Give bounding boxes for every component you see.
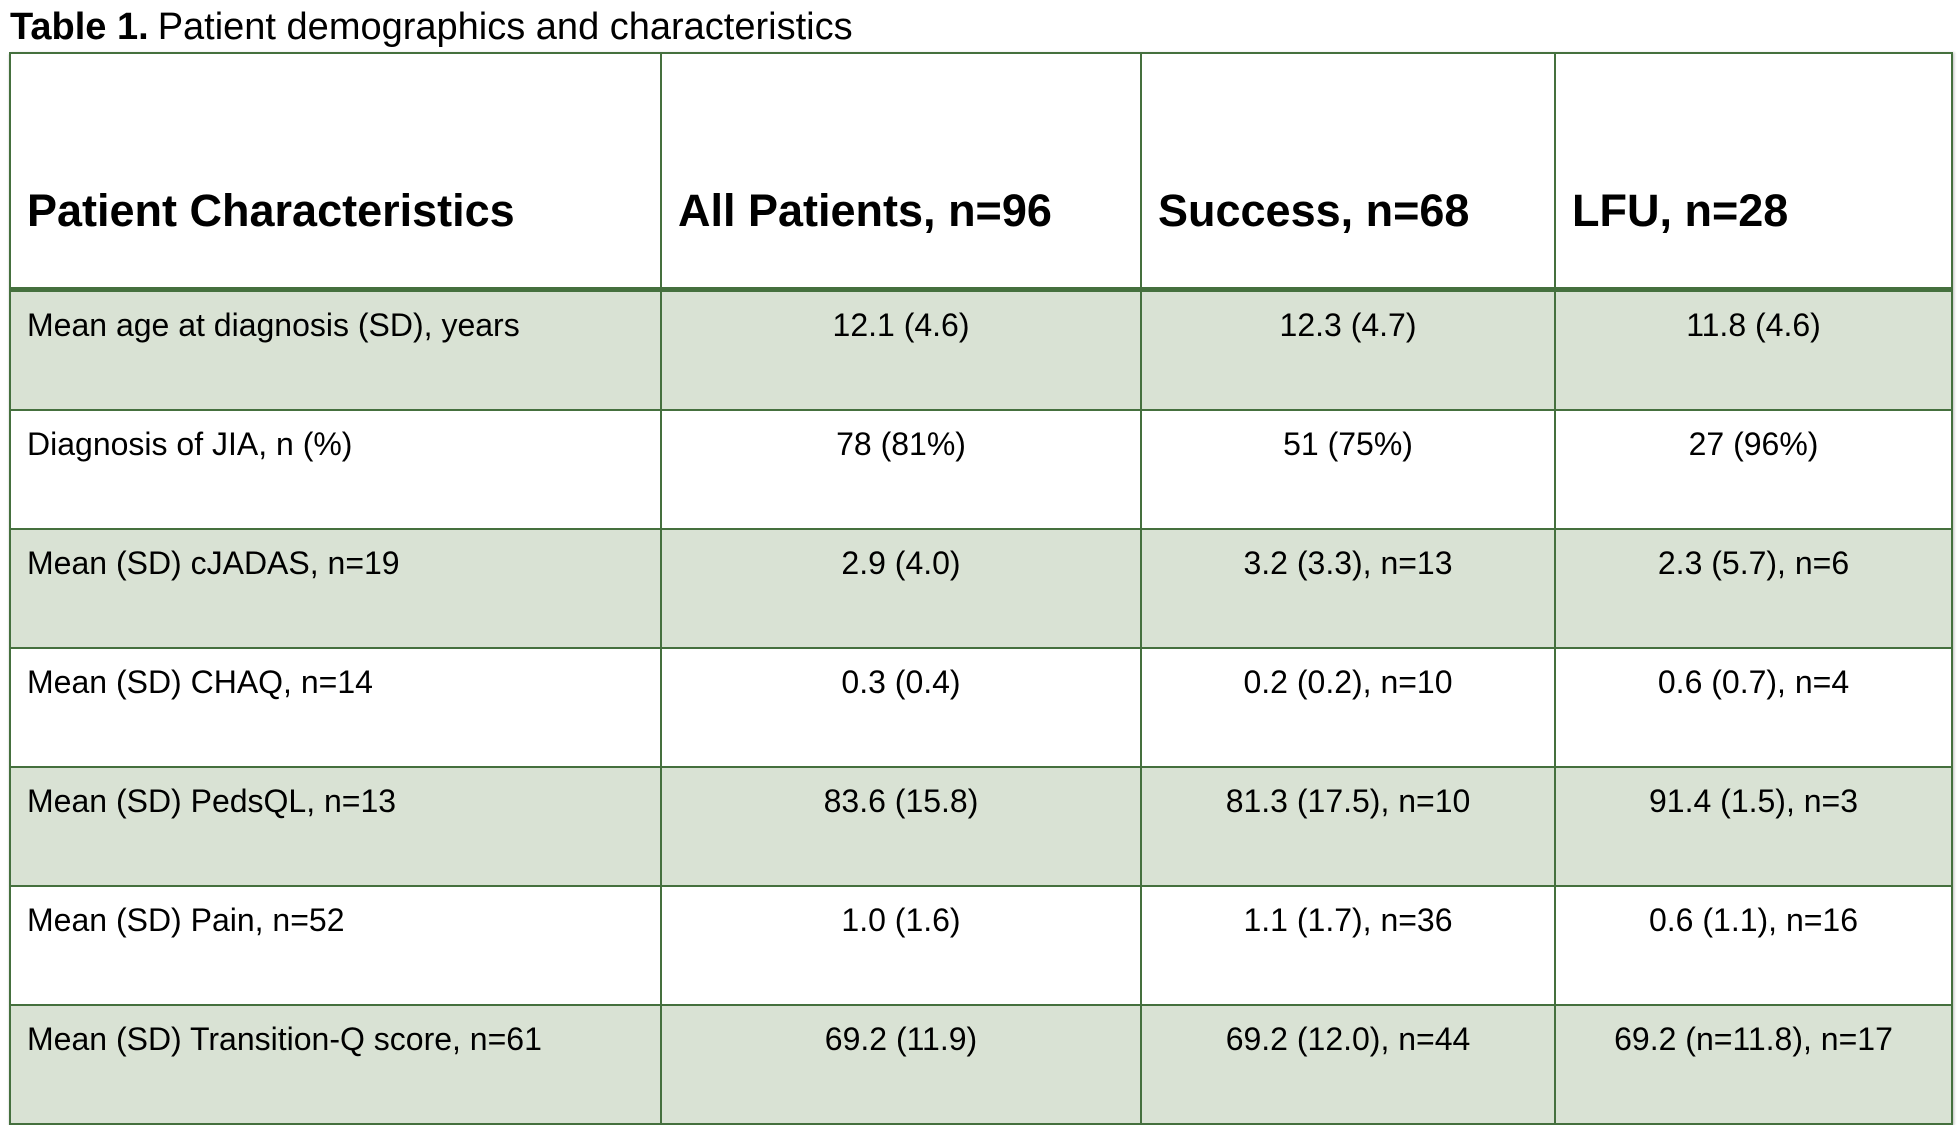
success-value: 0.2 (0.2), n=10 (1140, 647, 1556, 768)
success-value: 12.3 (4.7) (1140, 288, 1556, 411)
table-caption-text: Patient demographics and characteristics (157, 6, 853, 48)
all-patients-value: 2.9 (4.0) (660, 528, 1142, 649)
all-patients-value: 78 (81%) (660, 409, 1142, 530)
lfu-value: 27 (96%) (1554, 409, 1953, 530)
table-row: Mean (SD) cJADAS, n=19 2.9 (4.0) 3.2 (3.3)… (9, 528, 1953, 649)
row-label: Diagnosis of JIA, n (%) (9, 409, 662, 530)
lfu-value: 69.2 (n=11.8), n=17 (1554, 1004, 1953, 1125)
success-value: 3.2 (3.3), n=13 (1140, 528, 1556, 649)
all-patients-value: 83.6 (15.8) (660, 766, 1142, 887)
all-patients-value: 69.2 (11.9) (660, 1004, 1142, 1125)
all-patients-value: 12.1 (4.6) (660, 288, 1142, 411)
row-label: Mean age at diagnosis (SD), years (9, 288, 662, 411)
all-patients-value: 0.3 (0.4) (660, 647, 1142, 768)
success-value: 69.2 (12.0), n=44 (1140, 1004, 1556, 1125)
lfu-value: 91.4 (1.5), n=3 (1554, 766, 1953, 887)
table-caption-number: Table 1. (10, 6, 149, 48)
table-body: Mean age at diagnosis (SD), years 12.1 (4… (9, 288, 1953, 1125)
col-header-lfu: LFU, n=28 (1554, 52, 1953, 292)
lfu-value: 0.6 (0.7), n=4 (1554, 647, 1953, 768)
row-label: Mean (SD) PedsQL, n=13 (9, 766, 662, 887)
table-row: Mean (SD) Transition-Q score, n=61 69.2 (… (9, 1004, 1953, 1125)
lfu-value: 2.3 (5.7), n=6 (1554, 528, 1953, 649)
col-header-patient-characteristics: Patient Characteristics (9, 52, 662, 292)
col-header-all-patients: All Patients, n=96 (660, 52, 1142, 292)
row-label: Mean (SD) cJADAS, n=19 (9, 528, 662, 649)
patient-demographics-table: Patient Characteristics All Patients, n=… (9, 52, 1953, 1125)
table-row: Diagnosis of JIA, n (%) 78 (81%) 51 (75%) 2… (9, 409, 1953, 530)
success-value: 51 (75%) (1140, 409, 1556, 530)
col-header-success: Success, n=68 (1140, 52, 1556, 292)
row-label: Mean (SD) CHAQ, n=14 (9, 647, 662, 768)
table-row: Mean (SD) CHAQ, n=14 0.3 (0.4) 0.2 (0.2), … (9, 647, 1953, 768)
success-value: 81.3 (17.5), n=10 (1140, 766, 1556, 887)
table-row: Mean age at diagnosis (SD), years 12.1 (4… (9, 288, 1953, 411)
row-label: Mean (SD) Transition-Q score, n=61 (9, 1004, 662, 1125)
table-header: Patient Characteristics All Patients, n=… (9, 52, 1953, 292)
table-caption: Table 1. Patient demographics and charact… (10, 4, 1960, 50)
lfu-value: 11.8 (4.6) (1554, 288, 1953, 411)
table-row: Mean (SD) PedsQL, n=13 83.6 (15.8) 81.3 (1… (9, 766, 1953, 887)
header-row: Patient Characteristics All Patients, n=… (9, 52, 1953, 292)
